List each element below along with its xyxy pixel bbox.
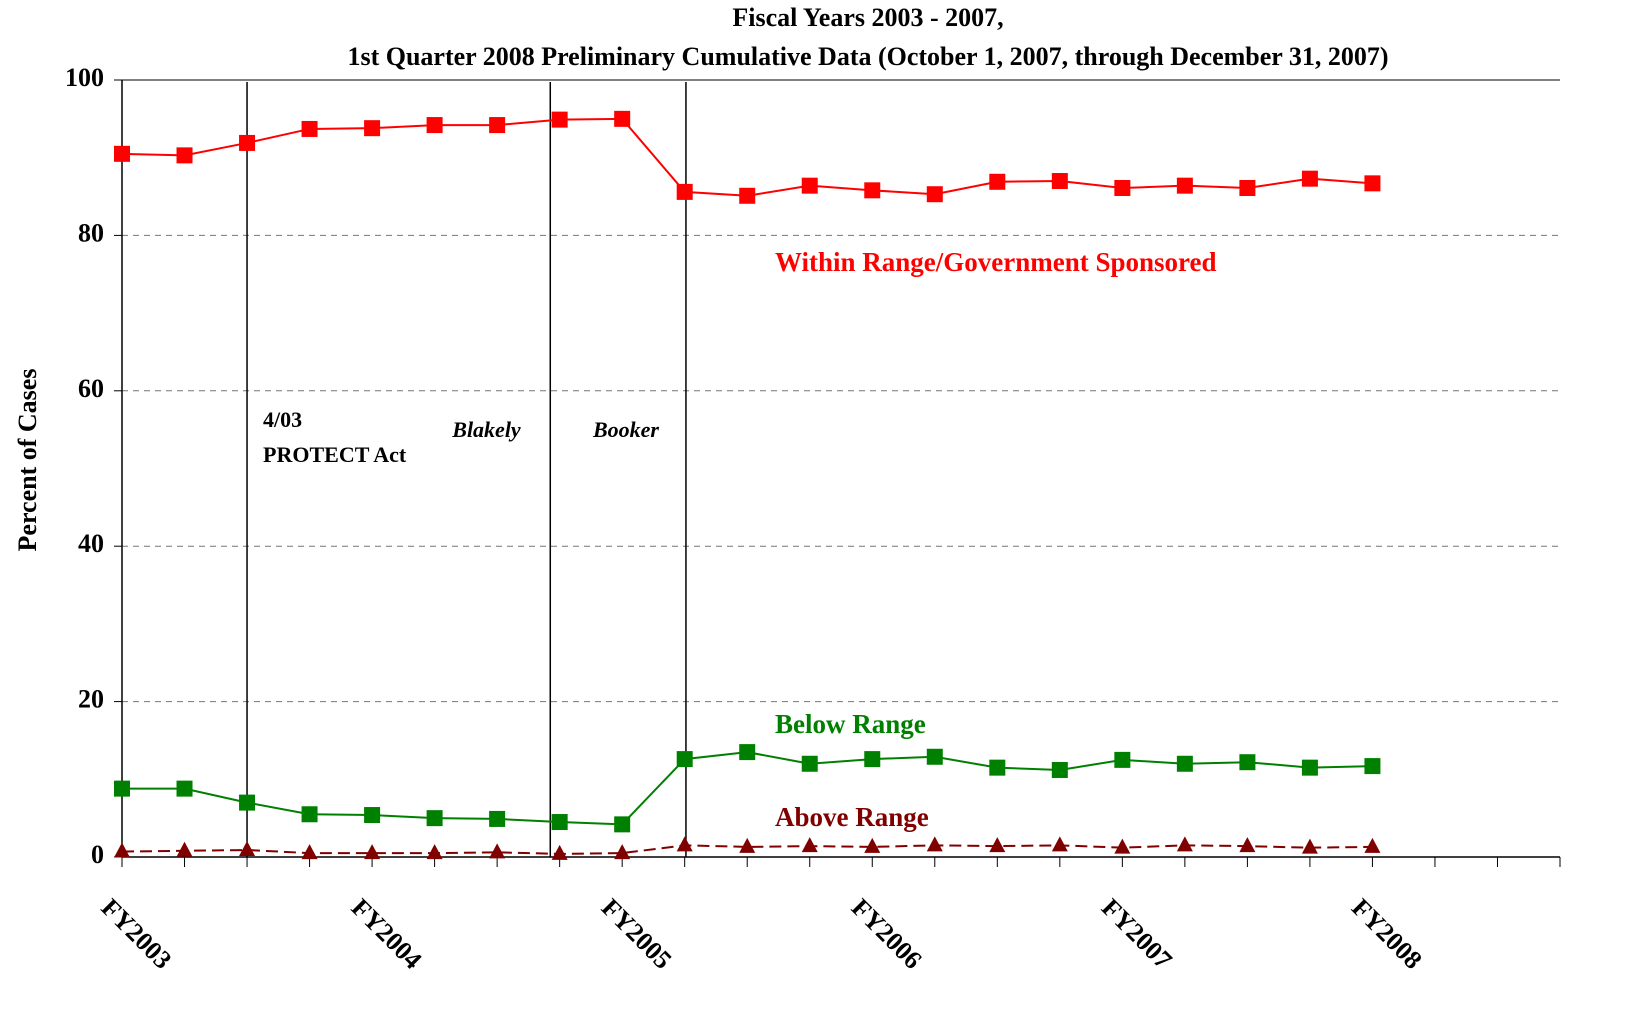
marker bbox=[1239, 837, 1256, 853]
marker bbox=[1301, 838, 1318, 854]
marker bbox=[114, 145, 130, 162]
marker bbox=[1114, 838, 1131, 854]
marker bbox=[239, 134, 256, 151]
x-tick-label: FY2007 bbox=[1096, 893, 1178, 975]
marker bbox=[364, 807, 381, 824]
marker bbox=[989, 173, 1006, 190]
marker bbox=[614, 816, 631, 833]
marker bbox=[176, 841, 193, 857]
marker bbox=[114, 780, 130, 797]
marker bbox=[926, 748, 943, 765]
marker bbox=[1364, 175, 1381, 192]
marker bbox=[739, 837, 756, 853]
marker bbox=[676, 751, 693, 768]
y-tick-label: 80 bbox=[78, 218, 104, 247]
marker bbox=[1301, 759, 1318, 776]
marker bbox=[1176, 177, 1193, 194]
marker bbox=[614, 844, 631, 860]
marker bbox=[489, 843, 506, 859]
marker bbox=[301, 844, 318, 860]
x-tick-label: FY2004 bbox=[346, 893, 428, 975]
marker bbox=[1051, 836, 1068, 852]
marker bbox=[989, 759, 1006, 776]
marker bbox=[489, 117, 506, 134]
marker bbox=[301, 806, 318, 823]
event-label: PROTECT Act bbox=[263, 442, 407, 467]
marker bbox=[864, 837, 881, 853]
marker bbox=[426, 810, 443, 827]
marker bbox=[739, 744, 756, 761]
marker bbox=[1176, 836, 1193, 852]
x-tick-label: FY2005 bbox=[596, 893, 678, 975]
marker bbox=[1301, 170, 1318, 187]
marker bbox=[926, 186, 943, 203]
marker bbox=[1114, 180, 1131, 197]
event-label: 4/03 bbox=[263, 407, 302, 432]
marker bbox=[1364, 837, 1381, 853]
marker bbox=[114, 842, 130, 858]
y-tick-label: 40 bbox=[78, 529, 104, 558]
marker bbox=[801, 837, 818, 853]
y-tick-label: 20 bbox=[78, 685, 104, 714]
y-tick-label: 0 bbox=[91, 840, 104, 869]
series-label: Above Range bbox=[775, 802, 929, 832]
marker bbox=[426, 844, 443, 860]
marker bbox=[489, 810, 506, 827]
marker bbox=[551, 111, 568, 128]
marker bbox=[1051, 173, 1068, 190]
x-tick-label: FY2008 bbox=[1346, 893, 1428, 975]
y-axis-label: Percent of Cases bbox=[13, 369, 42, 552]
marker bbox=[1364, 758, 1381, 775]
chart-title: Fiscal Years 2003 - 2007, bbox=[732, 3, 1003, 32]
marker bbox=[676, 836, 693, 852]
event-label: Blakely bbox=[451, 417, 521, 442]
x-tick-label: FY2006 bbox=[846, 893, 928, 975]
marker bbox=[614, 110, 631, 127]
event-label: Booker bbox=[592, 417, 659, 442]
marker bbox=[551, 814, 568, 831]
marker bbox=[926, 836, 943, 852]
marker bbox=[1114, 751, 1131, 768]
marker bbox=[551, 844, 568, 860]
marker bbox=[1176, 755, 1193, 772]
marker bbox=[739, 187, 756, 204]
x-tick-label: FY2003 bbox=[96, 893, 178, 975]
marker bbox=[176, 147, 193, 164]
marker bbox=[676, 183, 693, 200]
y-tick-label: 100 bbox=[65, 63, 104, 92]
chart-title: 1st Quarter 2008 Preliminary Cumulative … bbox=[347, 42, 1388, 71]
marker bbox=[364, 120, 381, 137]
y-tick-label: 60 bbox=[78, 374, 104, 403]
marker bbox=[1239, 754, 1256, 771]
marker bbox=[801, 177, 818, 194]
marker bbox=[239, 841, 256, 857]
marker bbox=[1239, 180, 1256, 197]
series-label: Within Range/Government Sponsored bbox=[775, 247, 1217, 277]
marker bbox=[1051, 761, 1068, 778]
marker bbox=[176, 780, 193, 797]
marker bbox=[426, 117, 443, 134]
marker bbox=[239, 794, 256, 811]
marker bbox=[301, 120, 318, 137]
marker bbox=[801, 755, 818, 772]
marker bbox=[864, 182, 881, 199]
marker bbox=[989, 837, 1006, 853]
series-label: Below Range bbox=[775, 709, 926, 739]
series-line bbox=[121, 844, 1373, 855]
marker bbox=[364, 844, 381, 860]
marker bbox=[864, 751, 881, 768]
